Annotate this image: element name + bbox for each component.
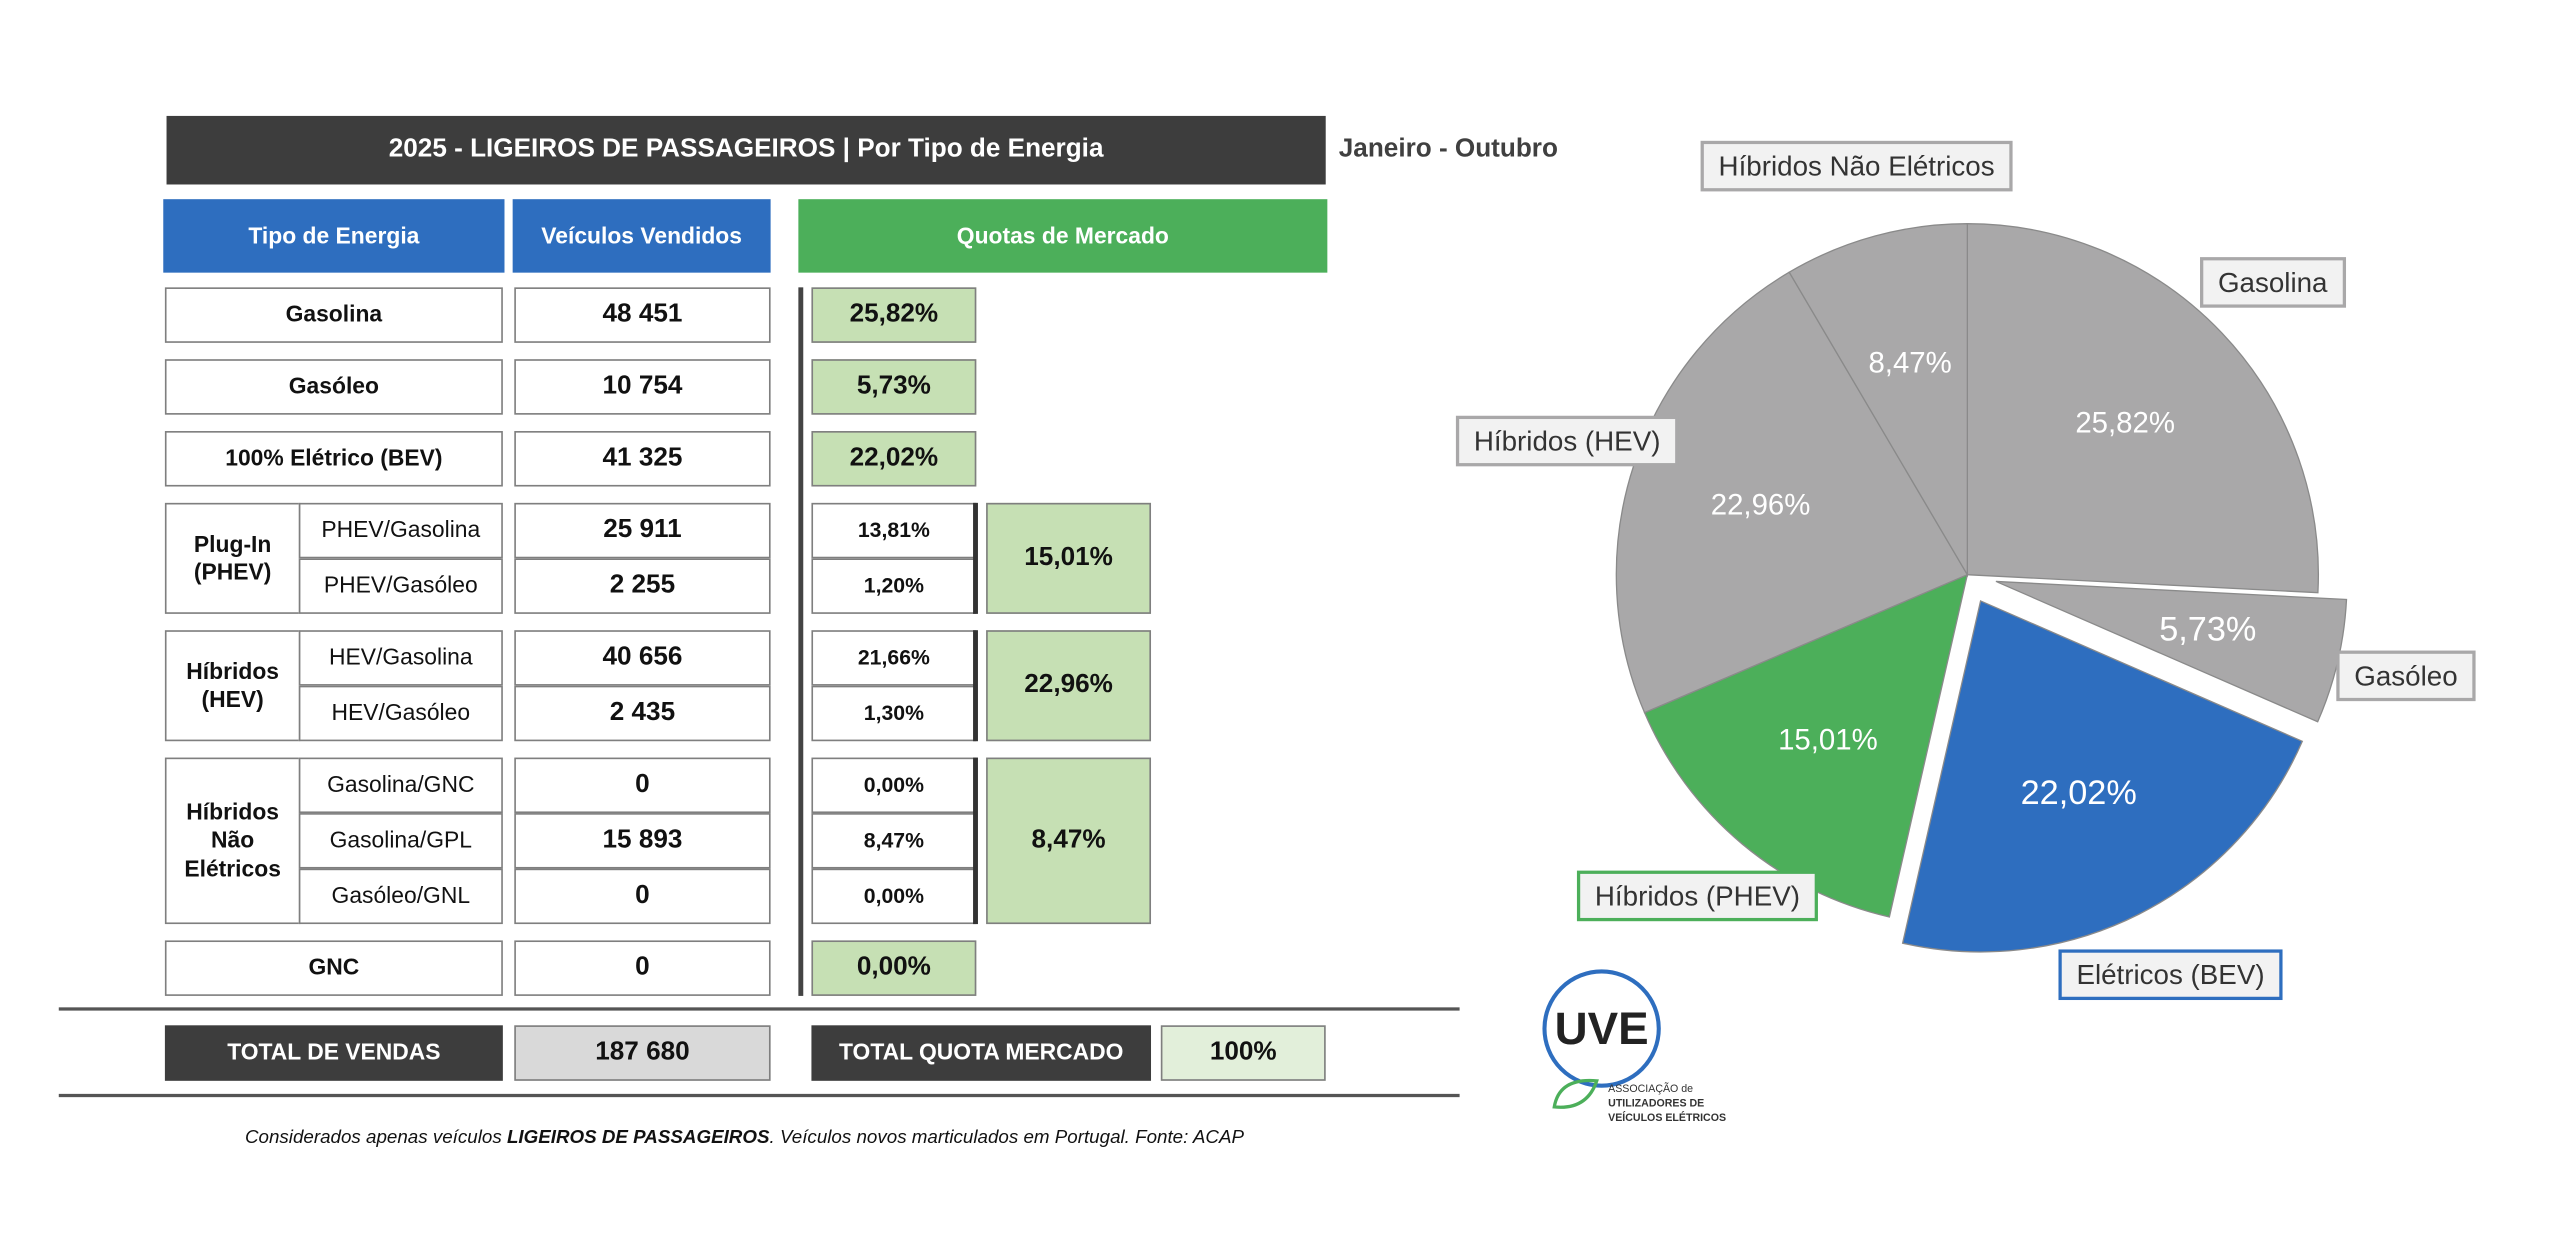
group-share: 22,96%: [986, 630, 1152, 742]
market-share: 8,47%: [811, 813, 977, 869]
pie-slice: [1966, 223, 2320, 594]
logo-leaf: [1552, 1078, 1599, 1109]
pie-slice: [1788, 223, 1968, 578]
energy-subtype: Gasóleo/GNL: [298, 868, 503, 925]
column-header: Quotas de Mercado: [798, 199, 1328, 273]
market-share: 5,73%: [811, 359, 977, 415]
category-label-box: [2336, 650, 2476, 702]
footnote-text: LIGEIROS DE PASSAGEIROS: [506, 1127, 770, 1148]
total-label: TOTAL DE VENDAS: [164, 1025, 503, 1081]
vehicles-sold: 0: [514, 940, 771, 996]
footnote: Considerados apenas veículos LIGEIROS DE…: [59, 1122, 1430, 1155]
logo-mark: UVE: [1555, 1003, 1649, 1054]
category-label: Híbridos Não Elétricos: [1700, 140, 2013, 192]
group-share: 15,01%: [986, 502, 1152, 614]
logo-text: UTILIZADORES DE: [1608, 1097, 1704, 1109]
category-label-text: Híbridos (HEV): [1474, 426, 1661, 457]
category-label-box: [1576, 870, 1818, 922]
total-share: 100%: [1160, 1025, 1326, 1081]
pie-slice: [1901, 600, 2304, 953]
energy-subtype: PHEV/Gasóleo: [298, 558, 503, 614]
energy-subtype: HEV/Gasóleo: [298, 685, 503, 742]
group-separator: [973, 757, 978, 925]
column-header: Tipo de Energia: [163, 199, 505, 273]
market-share: 0,00%: [811, 868, 977, 925]
period: Janeiro - Outubro: [1338, 135, 1558, 164]
rule: [58, 1093, 1460, 1098]
market-share: 0,00%: [811, 940, 977, 996]
category-label: Gasóleo: [2336, 650, 2476, 702]
total-label: TOTAL QUOTA MERCADO: [811, 1025, 1152, 1081]
market-share: 13,81%: [811, 502, 977, 559]
category-label: Híbridos (PHEV): [1576, 870, 1818, 922]
rule: [58, 1007, 1460, 1011]
market-share: 1,20%: [811, 558, 977, 614]
group-separator: [973, 502, 978, 614]
pie-slice: [1643, 573, 1969, 918]
slice-value-label: 22,96%: [1711, 489, 1811, 522]
category-label-text: Elétricos (BEV): [2076, 959, 2264, 990]
energy-type: Gasóleo: [164, 359, 503, 415]
vehicles-sold: 10 754: [514, 359, 771, 415]
energy-type: 100% Elétrico (BEV): [164, 431, 503, 487]
category-label: Híbridos (HEV): [1455, 415, 1679, 467]
category-label-text: Gasolina: [2218, 267, 2328, 298]
market-share: 21,66%: [811, 630, 977, 686]
vehicles-sold: 0: [514, 868, 771, 925]
energy-group: Híbridos Não Elétricos: [164, 757, 301, 925]
vehicles-sold: 2 435: [514, 685, 771, 742]
title-bar: 2025 - LIGEIROS DE PASSAGEIROS | Por Tip…: [166, 115, 1326, 185]
slice-value-label: 25,82%: [2075, 407, 2175, 440]
category-label-text: Híbridos (PHEV): [1595, 880, 1800, 911]
market-share: 1,30%: [811, 685, 977, 742]
energy-type: Gasolina: [164, 287, 503, 343]
vehicles-sold: 25 911: [514, 502, 771, 559]
energy-subtype: HEV/Gasolina: [298, 630, 503, 686]
share-separator: [798, 287, 804, 996]
logo-ring: [1542, 969, 1661, 1088]
vehicles-sold: 15 893: [514, 813, 771, 869]
market-share: 0,00%: [811, 757, 977, 814]
footnote-text: Considerados apenas veículos: [244, 1127, 507, 1148]
slice-value-label: 8,47%: [1868, 346, 1951, 379]
group-separator: [973, 630, 978, 742]
category-label-box: [2200, 257, 2347, 308]
logo-text: ASSOCIAÇÃO de: [1608, 1082, 1693, 1095]
category-label-text: Híbridos Não Elétricos: [1719, 151, 1995, 182]
slice-value-label: 22,02%: [2021, 774, 2137, 812]
energy-type: GNC: [164, 940, 503, 996]
market-share: 22,02%: [811, 431, 977, 487]
slice-value-label: 5,73%: [2159, 610, 2256, 648]
energy-subtype: PHEV/Gasolina: [298, 502, 503, 559]
slice-value-label: 15,01%: [1778, 724, 1878, 757]
total-sales: 187 680: [514, 1025, 771, 1081]
vehicles-sold: 41 325: [514, 431, 771, 487]
logo-text: VEÍCULOS ELÉTRICOS: [1608, 1111, 1726, 1124]
vehicles-sold: 48 451: [514, 287, 771, 343]
footnote-text: . Veículos novos marticulados em Portuga…: [769, 1127, 1245, 1148]
market-share: 25,82%: [811, 287, 977, 343]
category-label-text: Gasóleo: [2354, 660, 2457, 691]
vehicles-sold: 0: [514, 757, 771, 814]
category-label-box: [1700, 140, 2013, 192]
column-header: Veículos Vendidos: [512, 199, 771, 273]
category-label-box: [2058, 949, 2283, 1001]
group-share: 8,47%: [986, 757, 1152, 925]
energy-group: Plug-In (PHEV): [164, 502, 301, 614]
vehicles-sold: 2 255: [514, 558, 771, 614]
energy-group: Híbridos (HEV): [164, 630, 301, 742]
energy-subtype: Gasolina/GNC: [298, 757, 503, 814]
category-label-box: [1455, 415, 1679, 467]
category-label: Elétricos (BEV): [2058, 949, 2283, 1001]
energy-subtype: Gasolina/GPL: [298, 813, 503, 869]
vehicles-sold: 40 656: [514, 630, 771, 686]
category-label: Gasolina: [2200, 257, 2347, 308]
